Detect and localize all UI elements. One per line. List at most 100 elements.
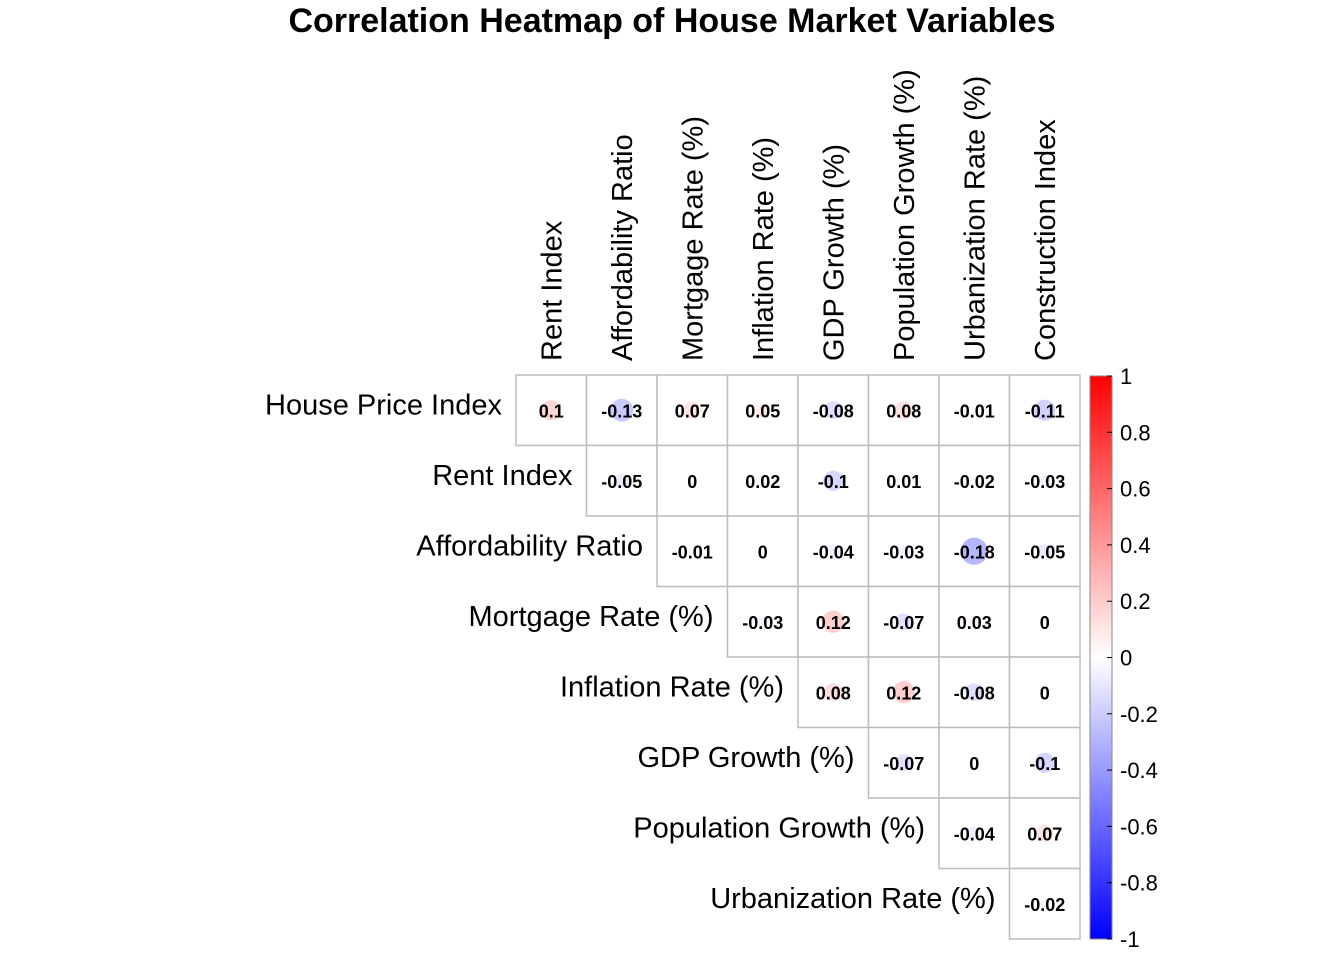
correlation-circle (971, 407, 978, 414)
cell-value-label: 0.08 (816, 683, 851, 703)
correlation-circle (900, 477, 907, 484)
correlation-circle (898, 545, 910, 557)
cell-value-label: -0.05 (601, 472, 642, 492)
correlation-circle (1037, 544, 1052, 559)
cell-value-label: -0.1 (1029, 754, 1060, 774)
cell-value-label: -0.08 (954, 683, 995, 703)
row-label-mortgage-rate: Mortgage Rate (%) (469, 601, 714, 633)
colorbar-tick-label: -0.6 (1120, 814, 1158, 839)
cell-value-label: -0.13 (601, 401, 642, 421)
row-label-house-price-index: House Price Index (265, 389, 502, 421)
cell-value-label: -0.03 (883, 542, 924, 562)
column-label-gdp-growth: GDP Growth (%) (818, 144, 850, 361)
column-label-rent-index: Rent Index (536, 220, 568, 361)
correlation-circle (683, 401, 701, 419)
correlation-circle (826, 544, 840, 558)
cell-value-label: -0.02 (1024, 895, 1065, 915)
colorbar-tick-label: -0.2 (1120, 702, 1158, 727)
column-label-construction-index: Construction Index (1030, 119, 1062, 361)
column-label-mortgage-rate: Mortgage Rate (%) (677, 116, 709, 361)
cell-value-label: 0 (758, 542, 768, 562)
cell-value-label: 0.08 (886, 401, 921, 421)
correlation-circle (894, 401, 913, 420)
correlation-circle (758, 476, 768, 486)
cell-value-label: 0.12 (886, 683, 921, 703)
cell-value-label: 0.05 (745, 401, 780, 421)
correlation-circle (965, 683, 984, 702)
row-label-gdp-growth: GDP Growth (%) (637, 742, 854, 774)
colorbar-tick-label: 0.6 (1120, 477, 1151, 502)
correlation-circle (1036, 824, 1054, 842)
column-label-inflation-rate: Inflation Rate (%) (748, 137, 780, 361)
cell-value-label: -0.11 (1025, 401, 1065, 421)
correlation-circle (689, 548, 696, 555)
cell-value-label: -0.07 (883, 613, 924, 633)
chart-title: Correlation Heatmap of House Market Vari… (288, 2, 1055, 40)
row-label-rent-index: Rent Index (432, 460, 573, 492)
colorbar-tick-label: -0.4 (1120, 758, 1158, 783)
cell-value-label: 0.02 (745, 472, 780, 492)
heatmap-cell (1008, 585, 1081, 658)
heatmap-cell (1008, 797, 1081, 870)
heatmap-cell (1008, 444, 1081, 517)
correlation-circle (824, 683, 843, 702)
cell-value-label: -0.02 (954, 472, 995, 492)
row-label-urbanization-rate: Urbanization Rate (%) (710, 883, 995, 915)
correlation-circle (541, 400, 562, 421)
colorbar-tick-label: 0.8 (1120, 420, 1151, 445)
row-label-population-growth: Population Growth (%) (633, 812, 925, 844)
correlation-circle (895, 613, 913, 631)
correlation-circle (1034, 399, 1056, 421)
cell-value-label: -0.04 (954, 824, 995, 844)
cell-value-label: -0.04 (813, 542, 854, 562)
column-label-urbanization-rate: Urbanization Rate (%) (959, 76, 991, 361)
heatmap-cell (938, 585, 1011, 658)
colorbar-tick-label: 0.4 (1120, 533, 1151, 558)
correlation-circle (822, 610, 845, 633)
correlation-circle (968, 616, 980, 628)
cell-value-label: -0.01 (672, 542, 713, 562)
correlation-circle (610, 398, 634, 422)
heatmap-cells: 0.1 -0.13 0.07 0.05 -0.08 0.08 -0.01 -0.11 -0.05… (515, 374, 1081, 940)
correlation-circle (614, 473, 629, 488)
heatmap-cell (1008, 656, 1081, 729)
correlation-circle (967, 826, 981, 840)
cell-value-label: -0.03 (742, 613, 783, 633)
colorbar-tick-label: 0.2 (1120, 589, 1151, 614)
correlation-circle (1040, 899, 1050, 909)
cell-value-label: 0 (969, 754, 979, 774)
column-label-affordability-ratio: Affordability Ratio (607, 134, 639, 361)
heatmap-cell (938, 726, 1011, 799)
heatmap-cell (656, 444, 729, 517)
cell-value-label: 0 (1040, 683, 1050, 703)
column-label-population-growth: Population Growth (%) (889, 69, 921, 361)
correlation-circle (824, 401, 843, 420)
cell-value-label: 0.03 (957, 613, 992, 633)
colorbar-legend: 1 0.8 0.6 0.4 0.2 0 -0.2 -0.4 -0.6 -0.8 -1 (1089, 364, 1158, 952)
cell-value-label: -0.07 (883, 754, 924, 774)
cell-value-label: 0.1 (539, 401, 564, 421)
row-label-inflation-rate: Inflation Rate (%) (560, 671, 784, 703)
correlation-circle (892, 681, 915, 704)
cell-value-label: -0.08 (813, 401, 854, 421)
cell-value-label: 0.01 (886, 472, 921, 492)
cell-value-label: -0.01 (954, 401, 995, 421)
correlation-circle (1039, 475, 1051, 487)
colorbar-tick-label: -0.8 (1120, 871, 1158, 896)
cell-value-label: 0 (687, 472, 697, 492)
colorbar-tick-label: 0 (1120, 646, 1132, 671)
cell-value-label: 0.12 (816, 613, 851, 633)
correlation-circle (757, 616, 769, 628)
cell-value-label: -0.18 (954, 542, 995, 562)
cell-value-label: 0.07 (675, 401, 710, 421)
column-labels: Rent Index Affordability Ratio Mortgage Ra… (536, 69, 1062, 361)
correlation-circle (755, 403, 770, 418)
colorbar-tick-label: 1 (1120, 364, 1132, 389)
colorbar-tick-label: -1 (1120, 927, 1140, 952)
correlation-circle (895, 754, 913, 772)
cell-value-label: 0 (1040, 613, 1050, 633)
cell-value-label: -0.03 (1024, 472, 1065, 492)
correlation-circle (960, 537, 988, 565)
cell-value-label: 0.07 (1027, 824, 1062, 844)
